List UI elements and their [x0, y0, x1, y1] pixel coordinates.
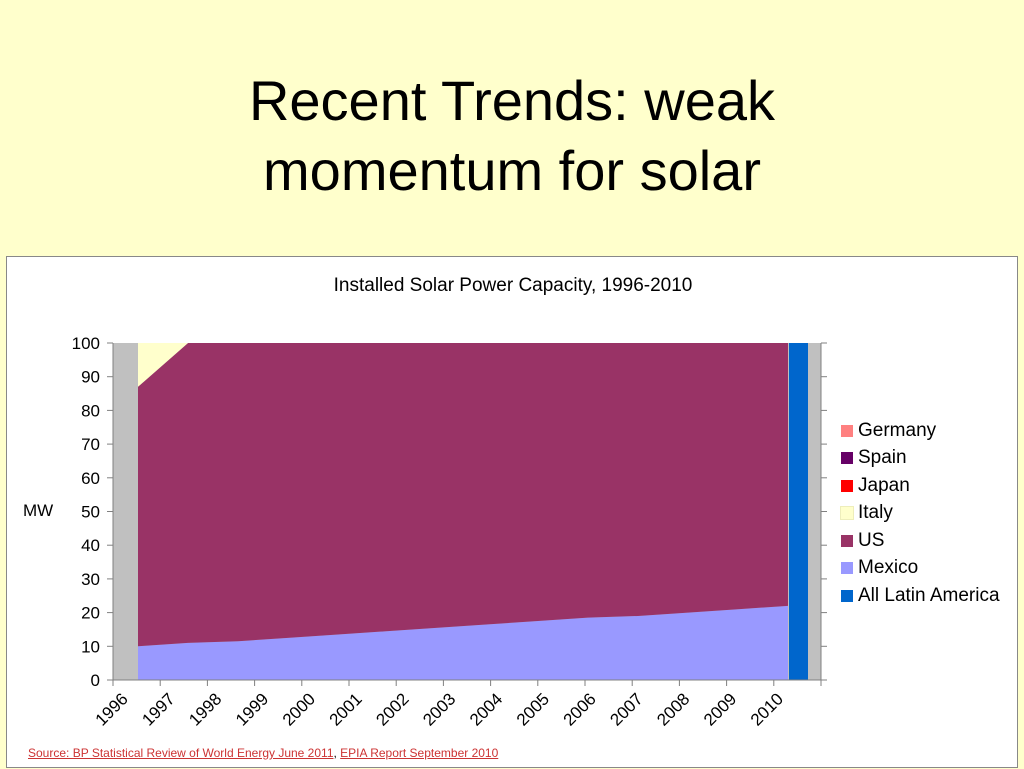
x-tick-label: 2004: [466, 689, 506, 729]
x-tick-label: 2008: [653, 689, 693, 729]
chart-title: Installed Solar Power Capacity, 1996-201…: [333, 275, 693, 296]
legend-item: US: [841, 527, 1000, 555]
legend-label: Spain: [858, 447, 907, 469]
legend-label: Japan: [858, 474, 910, 496]
x-tick-label: 1998: [185, 689, 225, 729]
legend-swatch: [841, 589, 853, 602]
legend-label: US: [858, 529, 885, 551]
legend-swatch: [841, 562, 853, 575]
slide-title: Recent Trends: weak momentum for solar: [0, 66, 1024, 206]
x-tick-label: 2000: [279, 689, 319, 729]
legend-label: Germany: [858, 419, 937, 441]
chart-container: Installed Solar Power Capacity, 1996-201…: [6, 256, 1018, 768]
x-tick-label: 1999: [232, 689, 272, 729]
legend-label: Mexico: [858, 557, 919, 579]
source-note: Source: BP Statistical Review of World E…: [28, 746, 498, 760]
y-tick-label: 80: [81, 401, 100, 420]
x-tick-label: 2006: [560, 689, 600, 729]
y-tick-label: 70: [81, 435, 100, 454]
y-tick-label: 0: [91, 671, 100, 690]
chart-plot: 0 10 20 30 40 50 60 70 80 90 100 MW 1996 1997 1998 1999…: [23, 334, 827, 730]
series-area-all-latin-america: [789, 343, 808, 680]
x-tick-label: 1997: [138, 689, 178, 729]
legend-item: Japan: [841, 472, 1000, 500]
slide-title-line1: Recent Trends: weak: [248, 69, 776, 132]
y-tick-label: 30: [81, 570, 100, 589]
x-tick-label: 1996: [92, 689, 132, 729]
x-tick-label: 2003: [419, 689, 459, 729]
y-tick-label: 100: [72, 334, 100, 353]
slide-title-line2: momentum for solar: [263, 139, 761, 202]
x-tick-label: 2010: [747, 689, 787, 729]
legend-item: Mexico: [841, 555, 1000, 583]
legend-item: Spain: [841, 445, 1000, 473]
x-tick-label: 2005: [513, 689, 553, 729]
x-tick-label: 2009: [700, 689, 740, 729]
legend-swatch: [841, 452, 853, 465]
legend-swatch: [841, 534, 853, 547]
legend-swatch: [841, 479, 853, 492]
legend-swatch: [840, 506, 854, 521]
legend-item: All Latin America: [841, 582, 1000, 610]
chart-legend: Germany Spain Japan Italy US Mexico All Latin …: [840, 417, 1000, 610]
y-tick-label: 50: [81, 503, 100, 522]
series-area-us: [138, 343, 788, 647]
legend-label: All Latin America: [858, 584, 1000, 606]
source-separator: ,: [333, 746, 341, 760]
x-tick-label: 2001: [326, 689, 366, 729]
legend-item: Germany: [841, 417, 1000, 445]
source-link-bp[interactable]: Source: BP Statistical Review of World E…: [28, 746, 334, 760]
legend-swatch: [841, 424, 853, 437]
legend-label: Italy: [858, 502, 893, 524]
legend-item: Italy: [840, 500, 1000, 528]
y-tick-label: 20: [81, 604, 100, 623]
x-tick-label: 2002: [372, 689, 412, 729]
y-tick-label: 60: [81, 469, 100, 488]
y-tick-label: 90: [81, 368, 100, 387]
y-tick-label: 40: [81, 536, 100, 555]
y-axis-label: MW: [23, 501, 53, 520]
source-link-epia[interactable]: EPIA Report September 2010: [340, 746, 499, 760]
y-tick-label: 10: [81, 637, 100, 656]
series-area-mexico: [138, 605, 788, 680]
x-tick-label: 2007: [606, 689, 646, 729]
